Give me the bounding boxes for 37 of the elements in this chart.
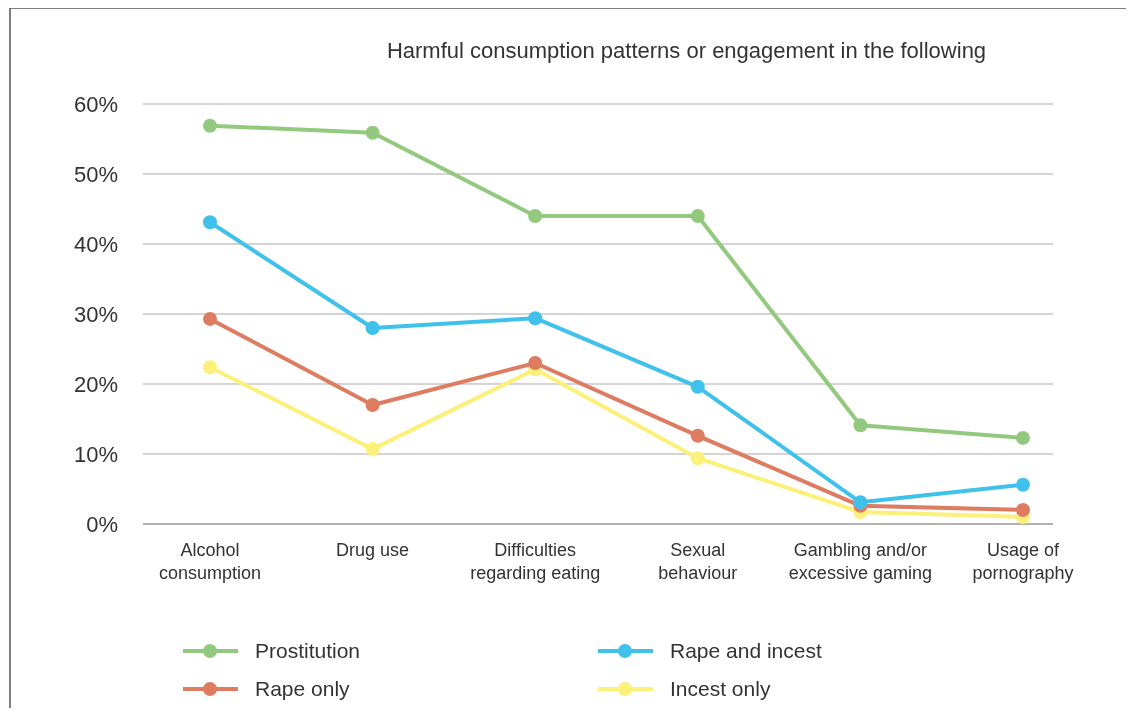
point [853, 418, 868, 433]
point [690, 428, 705, 443]
point [528, 356, 543, 370]
legend-label: Rape only [255, 677, 351, 701]
point [690, 209, 705, 223]
x-tick-label: Alcohol consumption [158, 540, 262, 583]
point [528, 311, 543, 326]
y-tick-label: 40% [73, 231, 118, 257]
y-tick-label: 0% [86, 511, 118, 537]
point [365, 321, 380, 335]
x-tick-label: Sexual behaviour [658, 540, 738, 583]
y-tick-label: 20% [73, 371, 118, 397]
point [365, 398, 380, 412]
x-tick-label: Usage of pornography [972, 540, 1074, 583]
point [203, 118, 217, 133]
y-tick-label: 50% [73, 161, 118, 187]
point [365, 125, 380, 140]
point [1016, 477, 1030, 492]
point [203, 311, 217, 326]
point [528, 209, 543, 223]
legend-label: Incest only [670, 677, 771, 701]
legend-label: Prostitution [255, 639, 361, 663]
legend-label: Rape and incest [670, 639, 822, 663]
point [690, 451, 705, 466]
point [1016, 503, 1030, 517]
point [365, 442, 380, 457]
point [203, 215, 217, 230]
chart-title: Harmful consumption patterns or engagement in the following [386, 38, 987, 63]
x-tick-label: Drug use [336, 540, 410, 560]
point [203, 360, 217, 375]
x-tick-label: Difficulties regarding eating [470, 540, 601, 583]
point [690, 379, 705, 394]
y-tick-label: 30% [73, 301, 118, 327]
point [1016, 430, 1030, 445]
y-tick-label: 10% [73, 441, 118, 467]
x-tick-label: Gambling and/or excessive gaming [788, 540, 932, 583]
y-tick-label: 60% [73, 91, 118, 117]
